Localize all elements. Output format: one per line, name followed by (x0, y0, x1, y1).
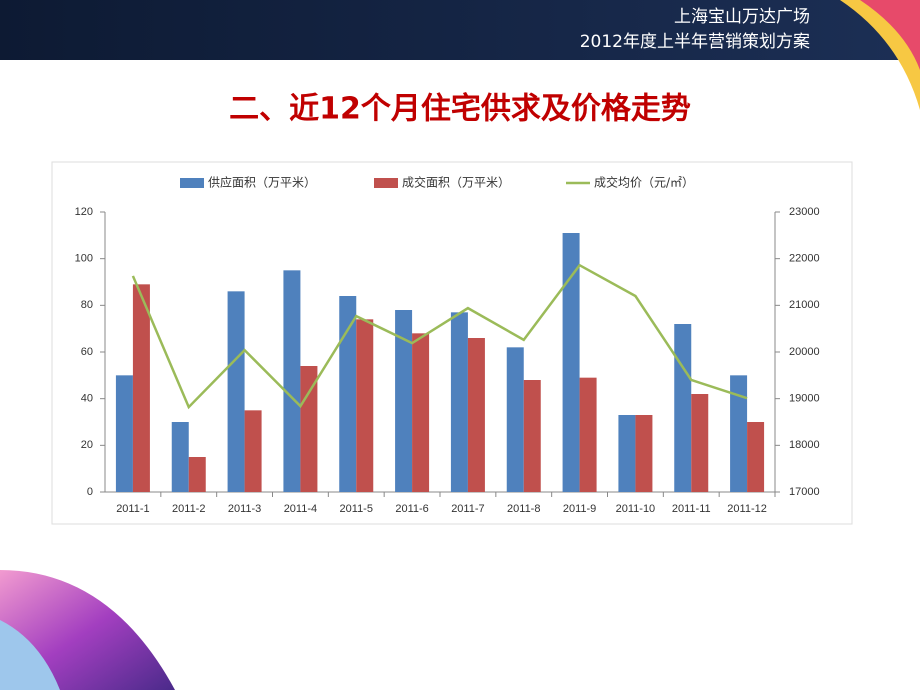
x-tick-label: 2011-12 (727, 503, 767, 515)
y-tick-label: 60 (81, 346, 93, 358)
y2-tick-label: 19000 (789, 393, 820, 405)
legend-swatch (374, 178, 398, 188)
y-tick-label: 20 (81, 439, 93, 451)
y-tick-label: 0 (87, 486, 93, 498)
bar (730, 375, 748, 492)
chart-frame (51, 161, 853, 525)
header-line: 2012年度上半年营销策划方案 (580, 32, 810, 52)
decor (860, 0, 920, 70)
slide-title: 二、近12个月住宅供求及价格走势 (229, 92, 691, 127)
bar (747, 422, 765, 492)
x-tick-label: 2011-7 (451, 503, 484, 515)
legend-swatch (180, 178, 204, 188)
y2-tick-label: 21000 (789, 299, 820, 311)
bar (506, 347, 524, 492)
x-tick-label: 2011-11 (672, 503, 711, 515)
bar (450, 312, 468, 492)
y2-tick-label: 17000 (789, 486, 820, 498)
line (131, 263, 748, 410)
bar (115, 375, 133, 492)
x-tick-label: 2011-9 (563, 503, 596, 515)
bar (339, 296, 357, 492)
bar (523, 380, 541, 492)
bar (132, 284, 150, 492)
y-tick-label: 80 (81, 299, 93, 311)
y-tick-label: 120 (75, 206, 93, 218)
legend-label: 成交均价（元/㎡） (594, 175, 694, 190)
y2-tick-label: 20000 (789, 346, 820, 358)
bar (283, 270, 301, 492)
x-tick-label: 2011-1 (116, 503, 149, 515)
bar (691, 394, 709, 492)
y2-tick-label: 18000 (789, 439, 820, 451)
bar (579, 377, 597, 492)
y-tick-label: 100 (75, 253, 93, 265)
header-bar (0, 0, 920, 60)
bar (618, 415, 636, 492)
x-tick-label: 2011-10 (616, 503, 656, 515)
bar (395, 310, 413, 492)
bar (674, 324, 692, 492)
legend-label: 供应面积（万平米） (208, 175, 316, 190)
y2-tick-label: 22000 (789, 253, 820, 265)
x-tick-label: 2011-3 (228, 503, 261, 515)
bar (412, 333, 430, 492)
decor (0, 620, 60, 690)
bar (227, 291, 245, 492)
legend-label: 成交面积（万平米） (402, 175, 510, 190)
bar (244, 410, 262, 492)
x-tick-label: 2011-2 (172, 503, 205, 515)
bar (188, 457, 206, 492)
bar (635, 415, 653, 492)
y2-tick-label: 23000 (789, 206, 820, 218)
header-line: 上海宝山万达广场 (674, 7, 810, 27)
bar (467, 338, 485, 492)
bar (171, 422, 189, 492)
y-tick-label: 40 (81, 393, 93, 405)
x-tick-label: 2011-6 (395, 503, 428, 515)
bar (562, 233, 580, 492)
x-tick-label: 2011-5 (340, 503, 373, 515)
x-tick-label: 2011-4 (284, 503, 317, 515)
bar (356, 319, 374, 492)
x-tick-label: 2011-8 (507, 503, 540, 515)
